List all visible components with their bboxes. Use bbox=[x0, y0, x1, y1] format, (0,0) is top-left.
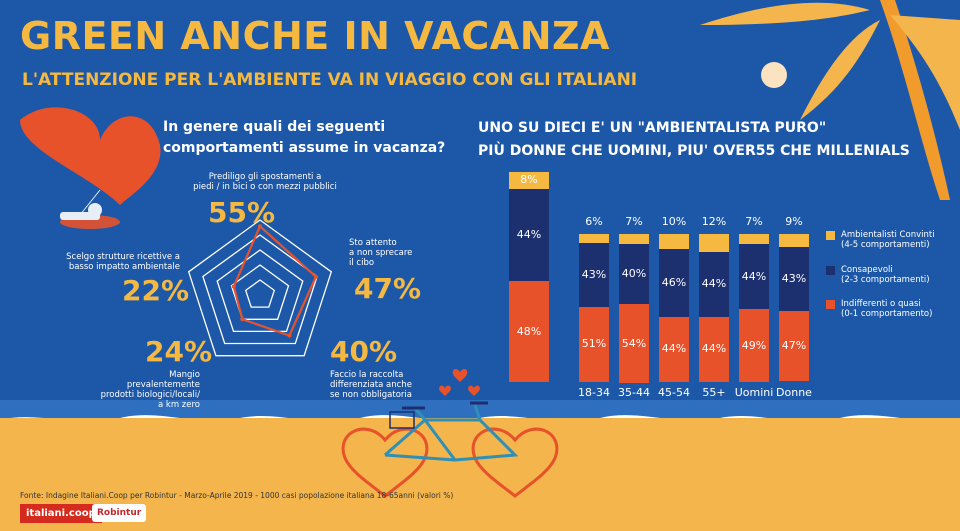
desc-line: il cibo bbox=[349, 258, 375, 268]
legend-label-consapevoli: Consapevoli (2-3 comportamenti) bbox=[841, 265, 930, 285]
palm-tree-icon bbox=[880, 0, 950, 200]
desc-line: basso impatto ambientale bbox=[68, 262, 180, 272]
desc-line: Faccio la raccolta bbox=[330, 370, 404, 380]
desc-line: a non sprecare bbox=[349, 248, 413, 258]
radar-item-4-desc: Scelgo strutture ricettive a basso impat… bbox=[60, 252, 180, 272]
radar-point bbox=[231, 284, 236, 289]
radar-item-3-pct: 24% bbox=[145, 335, 213, 368]
radar-item-0-pct: 55% bbox=[208, 196, 276, 229]
robintur-logo: Robintur bbox=[92, 504, 147, 522]
bars-header-line1: UNO SU DIECI E' UN "AMBIENTALISTA PURO" bbox=[478, 120, 827, 136]
desc-line: Sto attento bbox=[349, 238, 397, 248]
sun-icon bbox=[761, 62, 787, 88]
radar-question-line: comportamenti assume in vacanza? bbox=[163, 140, 446, 156]
desc-line: Scelgo strutture ricettive a bbox=[66, 252, 180, 262]
legend-line: Consapevoli bbox=[841, 265, 893, 275]
desc-line: piedi / in bici o con mezzi pubblici bbox=[193, 182, 337, 192]
radar-question: In genere quali dei seguenti comportamen… bbox=[163, 117, 445, 159]
radar-item-4-pct: 22% bbox=[122, 274, 190, 307]
legend-label-indifferenti: Indifferenti o quasi (0-1 comportamento) bbox=[841, 299, 932, 319]
legend-swatch-consapevoli bbox=[826, 266, 835, 275]
radar-point bbox=[258, 224, 262, 229]
radar-web-ring bbox=[216, 249, 304, 333]
legend-swatch-convinti bbox=[826, 231, 835, 240]
bicycle-icon bbox=[341, 401, 559, 498]
desc-line: Mangio prevalentemente bbox=[126, 370, 200, 390]
radar-web-ring bbox=[187, 219, 333, 357]
coop-logo: italiani.coop bbox=[20, 504, 102, 523]
desc-line: Prediligo gli spostamenti a bbox=[208, 172, 322, 182]
legend-line: (2-3 comportamenti) bbox=[841, 275, 930, 285]
radar-point bbox=[240, 317, 245, 322]
kite-surfer-icon bbox=[60, 189, 120, 229]
legend-line: (0-1 comportamento) bbox=[841, 309, 933, 319]
radar-item-2-desc: Faccio la raccolta differenziata anche s… bbox=[330, 370, 412, 400]
desc-line: a km zero bbox=[157, 400, 200, 410]
radar-item-2-pct: 40% bbox=[330, 335, 398, 368]
radar-series-line bbox=[232, 224, 318, 337]
page-title: GREEN ANCHE IN VACANZA bbox=[20, 14, 610, 58]
page-subtitle: L'ATTENZIONE PER L'AMBIENTE VA IN VIAGGI… bbox=[22, 70, 638, 90]
legend-label-convinti: Ambientalisti Convinti (4-5 comportament… bbox=[841, 230, 935, 250]
radar-web-ring bbox=[244, 279, 276, 308]
radar-item-3-desc: Mangio prevalentemente prodotti biologic… bbox=[100, 370, 200, 410]
floating-hearts-icon bbox=[439, 369, 480, 396]
heart-kite-icon bbox=[20, 107, 161, 205]
beach-sand bbox=[0, 418, 960, 531]
legend-swatch-indifferenti bbox=[826, 300, 835, 309]
desc-line: prodotti biologici/locali/ bbox=[100, 390, 200, 400]
radar-chart bbox=[187, 219, 333, 357]
legend-line: Ambientalisti Convinti bbox=[841, 230, 935, 240]
bars-header-line2: PIÙ DONNE CHE UOMINI, PIU' OVER55 CHE MI… bbox=[478, 143, 910, 159]
radar-point bbox=[287, 333, 292, 338]
radar-item-0-desc: Prediligo gli spostamenti a piedi / in b… bbox=[190, 172, 340, 192]
radar-question-line: In genere quali dei seguenti bbox=[163, 119, 386, 135]
desc-line: differenziata anche bbox=[330, 380, 412, 390]
radar-item-1-desc: Sto attento a non sprecare il cibo bbox=[349, 238, 412, 268]
source-note: Fonte: Indagine Italiani.Coop per Robint… bbox=[20, 491, 454, 500]
legend-line: Indifferenti o quasi bbox=[841, 299, 921, 309]
desc-line: se non obbligatoria bbox=[330, 390, 412, 400]
radar-point bbox=[313, 274, 318, 279]
legend: Ambientalisti Convinti (4-5 comportament… bbox=[826, 230, 956, 330]
radar-item-1-pct: 47% bbox=[354, 272, 422, 305]
legend-line: (4-5 comportamenti) bbox=[841, 240, 930, 250]
